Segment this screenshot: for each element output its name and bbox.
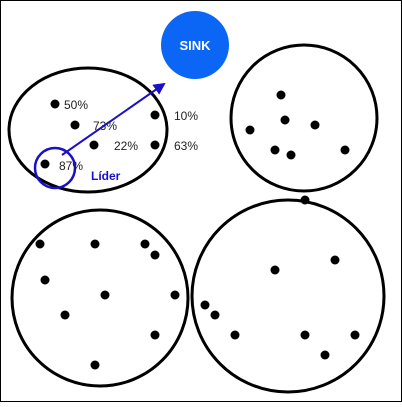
cluster-top-left: 50% 73% 22% 10% 63% 87% Líde (7, 66, 198, 194)
cluster-top-right (229, 43, 379, 193)
sensor-node (340, 145, 350, 155)
node-energy-label: 63% (174, 139, 198, 153)
leader-highlight-ring (33, 146, 77, 190)
sensor-node (170, 290, 180, 300)
sensor-node: 10% (150, 109, 198, 123)
sensor-node (35, 239, 45, 249)
sensor-node (300, 195, 310, 205)
node-dot (150, 140, 160, 150)
cluster-bottom-left (10, 208, 190, 388)
sensor-node (40, 275, 50, 285)
sensor-node (276, 90, 286, 100)
sensor-node (150, 250, 160, 260)
sink-label: SINK (179, 38, 211, 53)
sensor-node (210, 310, 220, 320)
sensor-node (286, 150, 296, 160)
sensor-node (280, 115, 290, 125)
sensor-node (100, 290, 110, 300)
sensor-node (330, 255, 340, 265)
node-dot (89, 140, 99, 150)
sensor-node (60, 310, 70, 320)
sensor-node: 50% (50, 98, 88, 112)
sensor-node (90, 239, 100, 249)
sensor-node (245, 125, 255, 135)
sensor-node (320, 350, 330, 360)
node-dot (40, 159, 50, 169)
cluster-boundary (10, 208, 190, 388)
node-energy-label: 22% (114, 139, 138, 153)
cluster-boundary (7, 66, 169, 194)
node-energy-label: 50% (64, 98, 88, 112)
sensor-node (300, 330, 310, 340)
sensor-node: 22% (89, 139, 138, 153)
sensor-node (150, 330, 160, 340)
leader-to-sink-arrow (61, 82, 166, 156)
node-dot (150, 110, 160, 120)
sensor-node (90, 360, 100, 370)
sensor-node (270, 265, 280, 275)
sensor-node (200, 300, 210, 310)
node-dot (50, 99, 60, 109)
sensor-node (140, 239, 150, 249)
sink-node: SINK (161, 11, 229, 79)
sink-circle (161, 11, 229, 79)
node-dot (70, 120, 80, 130)
leader-label: Líder (91, 169, 121, 183)
sensor-node: 63% (150, 139, 198, 153)
sensor-node (350, 330, 360, 340)
sensor-node (310, 120, 320, 130)
sensor-node (270, 145, 280, 155)
cluster-bottom-right (190, 195, 386, 394)
node-energy-label: 87% (59, 159, 83, 173)
leader-node: 87% Líder (33, 146, 121, 190)
sensor-node (230, 330, 240, 340)
cluster-boundary (190, 198, 386, 394)
cluster-boundary (229, 43, 379, 193)
node-energy-label: 10% (174, 109, 198, 123)
